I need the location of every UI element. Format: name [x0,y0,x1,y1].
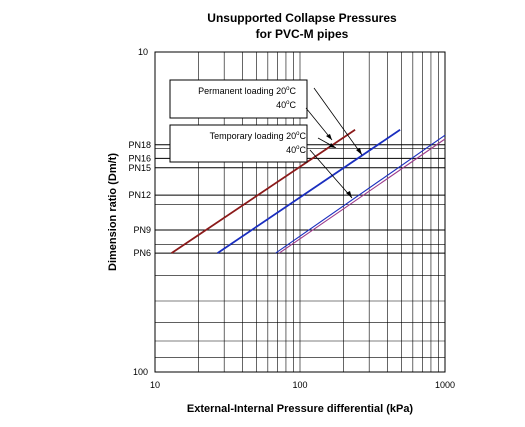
series-line-3 [275,134,446,254]
x-axis-label: External-Internal Pressure differential … [187,403,414,415]
x-tick-label: 10 [150,380,160,390]
legend-arrowhead-temporary-20 [329,143,336,148]
pn-label: PN6 [133,248,151,258]
legend: Permanent loading 20oC 40oC Temporary lo… [169,79,363,199]
legend-temporary-20: Temporary loading 20oC [210,131,307,141]
legend-permanent-20: Permanent loading 20oC [198,86,296,96]
legend-box-permanent [169,79,308,119]
y-tick-label: 10 [138,47,148,57]
x-tick-label: 100 [292,380,307,390]
legend-box-temporary [169,124,308,163]
series-line-2 [216,129,401,254]
y-axis-label: Dimension ratio (Dm/t) [107,153,119,271]
pn-label: PN18 [128,140,151,150]
pn-label: PN12 [128,190,151,200]
series [170,129,446,254]
pn-label: PN15 [128,163,151,173]
y-tick-labels: 10 100 [133,47,148,377]
legend-temporary-40: 40oC [286,145,306,155]
x-tick-label: 1000 [435,380,455,390]
legend-arrow-permanent-40 [305,107,333,141]
series-line-4 [278,138,446,254]
chart-title-line-2: for PVC-M pipes [256,27,349,41]
pn-label: PN9 [133,225,151,235]
legend-arrowhead-permanent-40 [326,134,332,140]
legend-arrow-permanent-20 [313,87,363,156]
plot-frame [154,51,446,373]
legend-arrow-temporary-40 [309,149,353,199]
pn-label: PN16 [128,153,151,163]
legend-permanent-40: 40oC [276,100,296,110]
chart-title-line-1: Unsupported Collapse Pressures [207,11,397,25]
legend-arrowhead-permanent-20 [356,148,362,155]
y-tick-label: 100 [133,367,148,377]
x-tick-labels: 10 100 1000 [150,380,455,390]
legend-arrowhead-temporary-40 [346,191,352,198]
series-line-1 [170,129,356,254]
